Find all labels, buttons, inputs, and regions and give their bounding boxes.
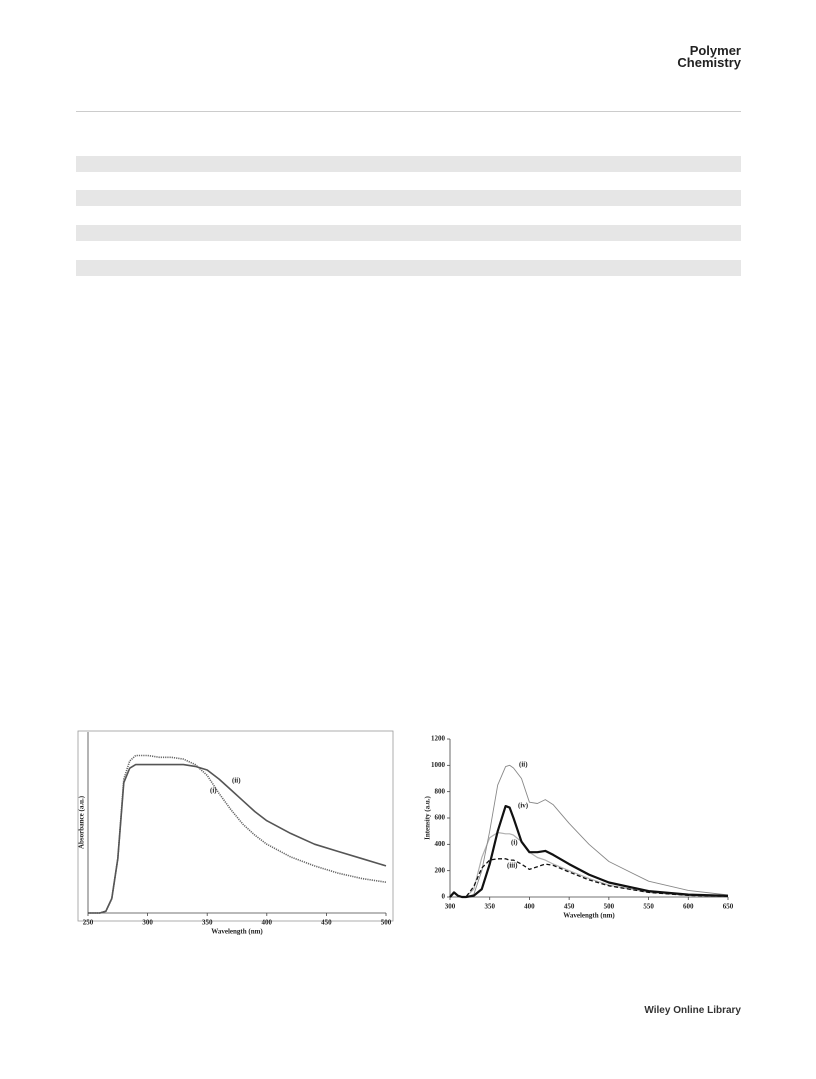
y-axis-label: Intensity (a.u.) xyxy=(424,795,432,839)
series-label: (i) xyxy=(210,787,217,795)
x-tick-label: 650 xyxy=(723,903,734,911)
series-line xyxy=(449,805,729,899)
table-stripe xyxy=(76,225,741,241)
x-axis-label: Wavelength (nm) xyxy=(563,912,615,920)
x-tick-label: 550 xyxy=(643,903,654,911)
series-line xyxy=(449,764,729,898)
journal-line: Polymer xyxy=(689,43,741,58)
x-tick-label: 250 xyxy=(83,919,94,927)
series-label: (i) xyxy=(511,839,518,847)
series-label: (ii) xyxy=(232,777,241,785)
series-line xyxy=(88,763,387,914)
y-tick-label: 0 xyxy=(442,893,446,901)
y-tick-label: 800 xyxy=(435,787,446,795)
x-tick-label: 350 xyxy=(202,919,213,927)
x-tick-label: 400 xyxy=(262,919,273,927)
series-label: (iii) xyxy=(507,862,518,870)
x-tick-label: 600 xyxy=(683,903,694,911)
y-tick-label: 1200 xyxy=(431,735,446,743)
x-axis-label: Wavelength (nm) xyxy=(211,928,263,936)
series-label: (ii) xyxy=(519,761,528,769)
table-stripe xyxy=(76,156,741,172)
series-line xyxy=(88,754,387,914)
x-tick-label: 450 xyxy=(321,919,332,927)
table-stripe xyxy=(76,260,741,276)
x-tick-label: 300 xyxy=(445,903,456,911)
journal-name: Polymer Chemistry xyxy=(677,43,741,70)
series-line xyxy=(449,831,729,898)
header-rule xyxy=(76,111,741,112)
table-stripe xyxy=(76,190,741,206)
y-tick-label: 200 xyxy=(435,866,446,874)
series-line xyxy=(449,858,729,898)
x-tick-label: 400 xyxy=(524,903,535,911)
journal-line: Chemistry xyxy=(677,55,741,70)
y-tick-label: 600 xyxy=(435,814,446,822)
y-tick-label: 1000 xyxy=(431,761,446,769)
y-axis-label: Absorbance (a.u.) xyxy=(78,795,86,849)
footer: Wiley Online Library xyxy=(644,1005,741,1016)
y-tick-label: 400 xyxy=(435,840,446,848)
x-tick-label: 450 xyxy=(564,903,575,911)
series-label: (iv) xyxy=(518,802,529,810)
x-tick-label: 350 xyxy=(484,903,495,911)
x-tick-label: 300 xyxy=(142,919,153,927)
figure-frame xyxy=(77,730,394,922)
x-tick-label: 500 xyxy=(604,903,615,911)
x-tick-label: 500 xyxy=(381,919,392,927)
